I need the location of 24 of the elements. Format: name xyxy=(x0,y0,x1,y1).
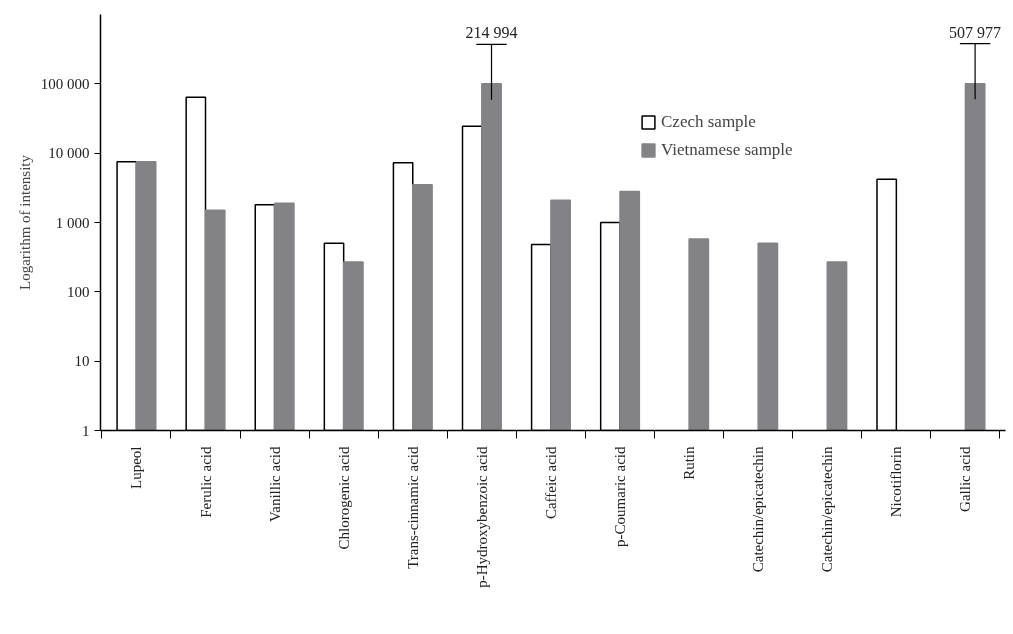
x-tick-label: Gallic acid xyxy=(957,446,974,512)
y-tick-label: 1 000 xyxy=(55,214,90,231)
x-tick-label: Caffeic acid xyxy=(542,446,559,520)
x-tick-label: Ferulic acid xyxy=(197,446,214,518)
legend-label: Vietnamese sample xyxy=(661,140,793,160)
y-axis-title: Logarithm of intensity xyxy=(16,154,33,290)
x-tick-label: Catechin/epicatechin xyxy=(819,446,836,573)
y-tick-label: 1 xyxy=(82,422,90,439)
x-tick-label: Trans-cinnamic acid xyxy=(404,446,421,569)
y-tick-label: 10 xyxy=(74,353,90,370)
annotation: 214 994 xyxy=(465,24,518,42)
x-tick-label: Chlorogenic acid xyxy=(335,446,352,550)
x-tick-label: p-Hydroxybenzoic acid xyxy=(473,446,490,588)
y-tick-label: 100 000 xyxy=(40,75,90,92)
x-tick-label: p-Coumaric acid xyxy=(612,446,629,547)
legend-label: Czech sample xyxy=(661,112,756,132)
x-tick-label: Vanillic acid xyxy=(266,446,283,522)
x-tick-label: Lupeol xyxy=(128,446,145,489)
x-tick-label: Rutin xyxy=(681,446,698,480)
x-tick-label: Nicotiflorin xyxy=(888,446,905,518)
annotation: 507 977 xyxy=(949,23,1002,41)
y-tick-label: 10 000 xyxy=(48,145,90,162)
x-tick-label: Catechin/epicatechin xyxy=(750,446,767,573)
y-tick-label: 100 xyxy=(67,283,90,300)
